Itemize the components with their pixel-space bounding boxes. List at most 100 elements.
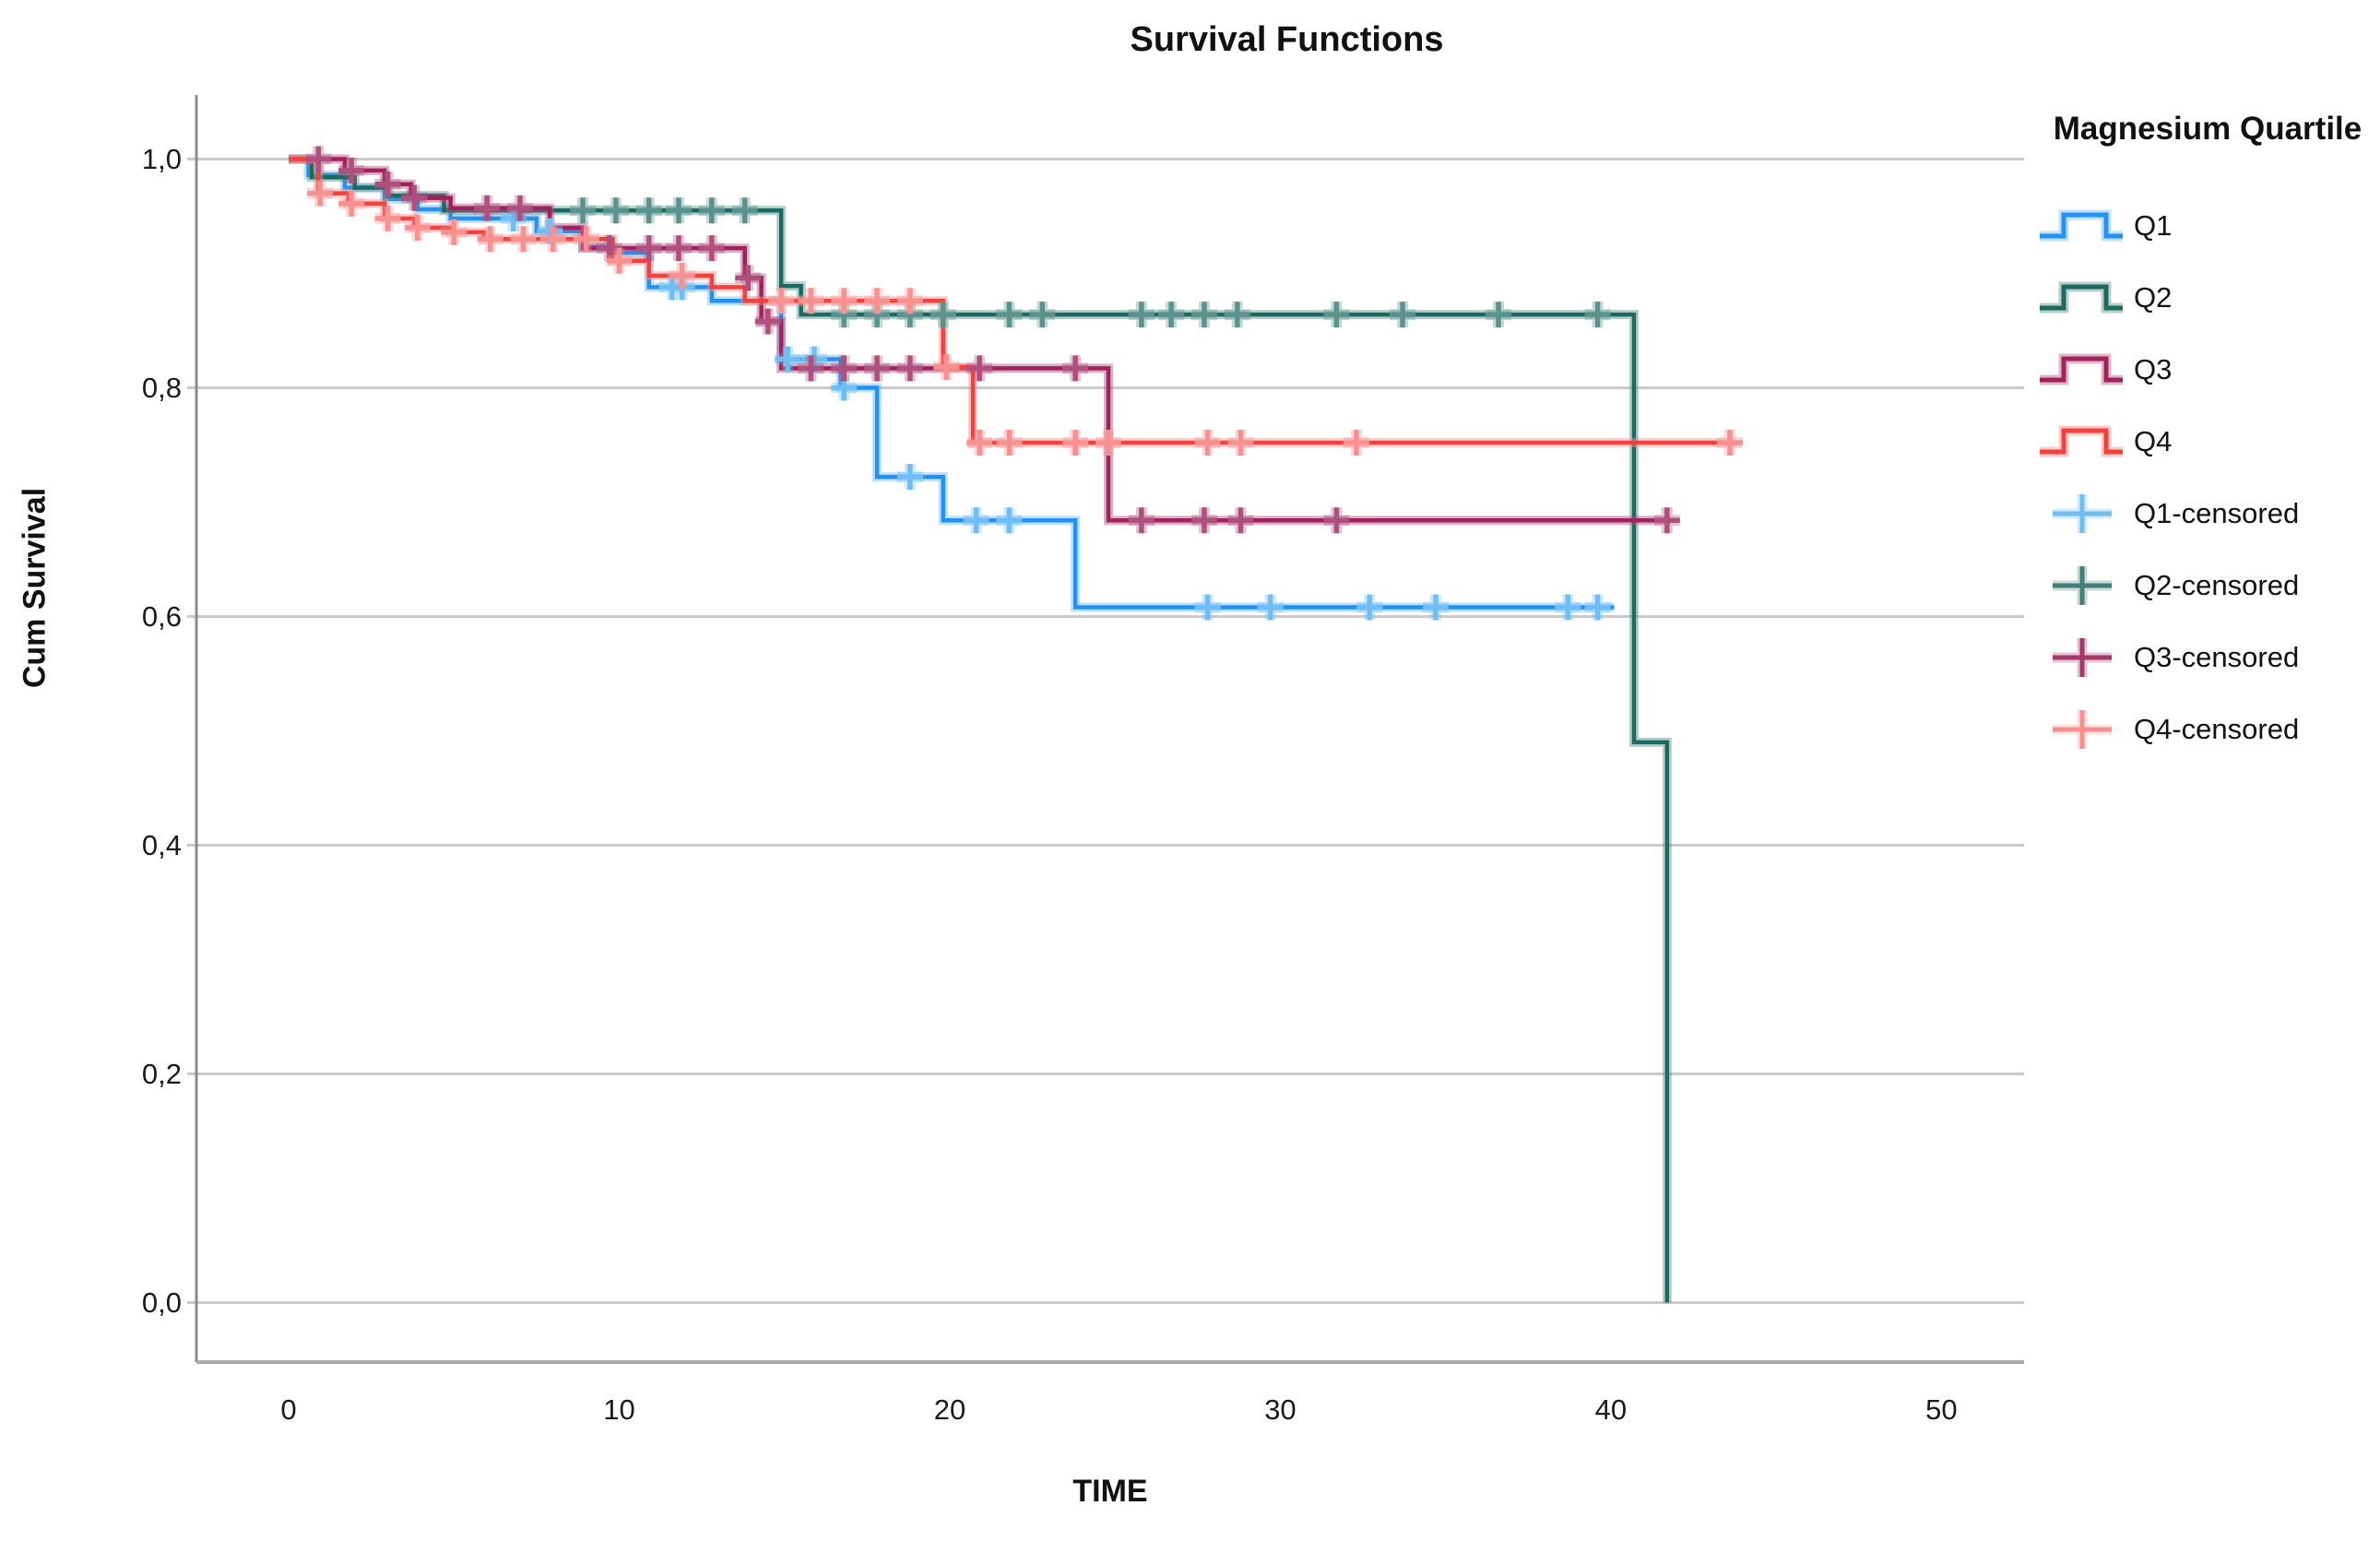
censor-mark-Q3: [1323, 507, 1350, 534]
censor-mark-Q2: [1190, 302, 1217, 328]
km-curve-Q2: [289, 157, 1670, 1303]
x-axis-title: TIME: [1072, 1474, 1148, 1509]
y-tick-label: 1,0: [142, 143, 182, 175]
censor-mark-Q2: [635, 197, 662, 224]
censor-mark-Q4: [864, 288, 891, 314]
x-tick-label: 30: [1264, 1393, 1296, 1426]
censor-mark-Q3: [338, 157, 365, 184]
censor-mark-Q4: [441, 219, 468, 245]
legend-item-q4: Q4: [2036, 406, 2379, 478]
y-tick-label: 0,8: [142, 372, 182, 404]
censor-mark-Q4: [539, 226, 566, 253]
legend-item-q2: Q2: [2036, 262, 2379, 334]
censor-mark-Q2: [1390, 302, 1416, 328]
step-line-icon: [2040, 425, 2123, 457]
censor-mark-Q1: [775, 346, 801, 373]
plus-icon: [2053, 493, 2112, 533]
legend-item-label: Q2-censored: [2134, 568, 2300, 601]
y-axis-title: Cum Survival: [17, 487, 53, 689]
censor-mark-Q2: [1029, 302, 1056, 328]
legend-item-label: Q4-censored: [2134, 712, 2300, 745]
censor-mark-Q3: [635, 235, 662, 262]
censor-mark-Q3: [1128, 507, 1154, 534]
censor-mark-Q2: [731, 197, 758, 224]
y-tick-label: 0,2: [142, 1058, 182, 1090]
censor-mark-Q3: [666, 235, 693, 262]
legend-item-q2-censored: Q2-censored: [2036, 550, 2379, 622]
censor-mark-Q2: [570, 197, 597, 224]
censor-mark-Q3: [401, 184, 428, 211]
censor-mark-Q2: [1486, 302, 1512, 328]
legend-item-q3-censored: Q3-censored: [2036, 622, 2379, 694]
legend-item-label: Q3: [2134, 352, 2173, 385]
censor-mark-Q4: [404, 214, 431, 241]
km-curve-Q3: [289, 157, 1671, 523]
censor-mark-Q4: [338, 190, 365, 217]
censor-mark-Q1: [963, 507, 989, 534]
censor-mark-Q3: [506, 195, 533, 221]
step-line-icon: [2040, 281, 2123, 314]
censor-mark-Q4: [669, 262, 695, 289]
censor-mark-Q4: [1227, 429, 1254, 456]
censor-mark-Q4: [477, 226, 503, 253]
censor-mark-Q4: [1194, 429, 1221, 456]
censor-mark-Q1: [896, 464, 923, 491]
censor-mark-Q3: [305, 146, 332, 172]
censor-mark-Q2: [1224, 302, 1250, 328]
plus-icon: [2053, 709, 2112, 749]
km-curve-halo-Q4: [289, 154, 1737, 447]
censor-mark-Q4: [606, 247, 633, 274]
step-line-icon: [2040, 209, 2123, 242]
legend-items: Q1 Q2 Q3 Q4 Q1-censored Q2-censored Q3-censore…: [2036, 190, 2379, 765]
censor-mark-Q3: [798, 355, 824, 382]
censor-mark-Q1: [1584, 594, 1611, 621]
legend: Magnesium Quartile Q1 Q2 Q3 Q4 Q1-censored Q2…: [2036, 109, 2379, 765]
x-tick-label: 10: [603, 1393, 634, 1426]
legend-item-label: Q1: [2134, 208, 2173, 242]
censor-mark-Q3: [896, 355, 923, 382]
censor-mark-Q3: [1062, 355, 1089, 382]
censor-mark-Q3: [1653, 507, 1680, 534]
censor-mark-Q4: [966, 429, 993, 456]
censor-mark-Q1: [1356, 594, 1383, 621]
censor-mark-Q1: [1555, 594, 1581, 621]
censor-mark-Q4: [307, 180, 334, 207]
censor-mark-Q4: [374, 205, 401, 231]
censor-mark-Q2: [698, 197, 725, 224]
censor-mark-Q2: [996, 302, 1023, 328]
censor-mark-Q4: [573, 226, 599, 253]
censor-mark-Q4: [1343, 429, 1369, 456]
x-tick-label: 50: [1925, 1393, 1957, 1426]
legend-item-label: Q2: [2134, 280, 2173, 314]
censor-mark-Q2: [1323, 302, 1350, 328]
plus-icon: [2053, 565, 2112, 605]
legend-item-label: Q4: [2134, 424, 2173, 457]
plus-icon: [2053, 637, 2112, 677]
censor-mark-Q3: [1227, 507, 1254, 534]
censor-mark-Q4: [831, 288, 858, 314]
legend-item-q1: Q1: [2036, 190, 2379, 262]
censor-mark-Q3: [1190, 507, 1217, 534]
censor-mark-Q1: [996, 507, 1023, 534]
censor-mark-Q3: [374, 171, 401, 197]
censor-mark-Q3: [754, 308, 781, 335]
step-line-icon: [2040, 353, 2123, 385]
censor-mark-Q2: [1128, 302, 1154, 328]
censor-mark-Q4: [996, 429, 1023, 456]
censor-mark-Q4: [798, 288, 824, 314]
censor-mark-Q1: [1422, 594, 1449, 621]
censor-mark-Q3: [698, 235, 725, 262]
censor-mark-Q3: [831, 355, 858, 382]
legend-item-q4-censored: Q4-censored: [2036, 694, 2379, 765]
censor-mark-Q3: [966, 355, 993, 382]
censor-mark-Q4: [896, 288, 923, 314]
y-tick-label: 0,4: [142, 829, 182, 861]
censor-mark-Q2: [666, 197, 693, 224]
censor-mark-Q2: [602, 197, 629, 224]
x-tick-label: 0: [280, 1393, 296, 1426]
censor-mark-Q2: [1584, 302, 1611, 328]
censor-mark-Q3: [474, 195, 501, 221]
censor-mark-Q3: [735, 265, 762, 291]
